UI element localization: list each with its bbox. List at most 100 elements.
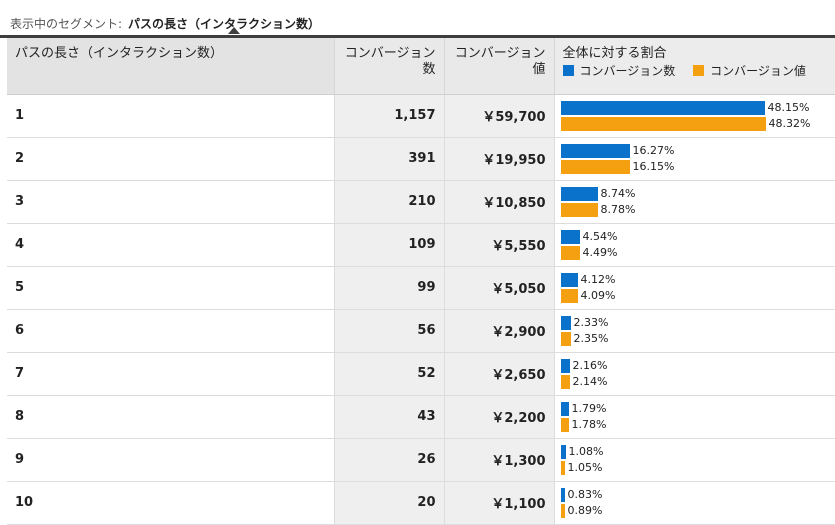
path-length-cell: 5 [7, 266, 334, 309]
conversions-share-percent: 1.79% [572, 402, 607, 415]
path-length-cell: 2 [7, 137, 334, 180]
value-share-bar [561, 246, 580, 260]
conversions-share-bar [561, 445, 566, 459]
header-share: 全体に対する割合 コンバージョン数 コンバージョン値 [554, 38, 835, 94]
conversion-value-cell: ￥19,950 [444, 137, 554, 180]
conversions-share-line: 4.54% [561, 229, 835, 244]
conversions-share-bar [561, 402, 569, 416]
conversions-share-percent: 2.16% [573, 359, 608, 372]
conversions-share-percent: 1.08% [569, 445, 604, 458]
value-share-bar [561, 117, 766, 131]
header-conversion-value[interactable]: コンバージョン値 [444, 38, 554, 94]
value-share-line: 1.78% [561, 417, 835, 432]
value-share-percent: 48.32% [769, 117, 811, 130]
segment-bar: 表示中のセグメント: パスの長さ（インタラクション数） [0, 0, 835, 38]
conversions-share-bar [561, 101, 765, 115]
conversions-cell: 391 [334, 137, 444, 180]
share-cell: 1.08% 1.05% [554, 438, 835, 481]
conversions-share-percent: 16.27% [633, 144, 675, 157]
value-share-line: 2.14% [561, 374, 835, 389]
path-length-cell: 7 [7, 352, 334, 395]
conversions-cell: 26 [334, 438, 444, 481]
share-cell: 4.12% 4.09% [554, 266, 835, 309]
share-cell: 2.16% 2.14% [554, 352, 835, 395]
value-share-bar [561, 504, 565, 518]
legend-value-swatch [693, 65, 704, 76]
value-share-line: 8.78% [561, 202, 835, 217]
share-cell: 16.27% 16.15% [554, 137, 835, 180]
conversions-cell: 99 [334, 266, 444, 309]
share-title: 全体に対する割合 [563, 46, 828, 62]
value-share-bar [561, 418, 569, 432]
value-share-line: 2.35% [561, 331, 835, 346]
value-share-line: 48.32% [561, 116, 835, 131]
conversions-cell: 56 [334, 309, 444, 352]
value-share-bar [561, 461, 565, 475]
legend-value-label: コンバージョン値 [710, 64, 806, 78]
conversions-share-percent: 0.83% [568, 488, 603, 501]
share-cell: 4.54% 4.49% [554, 223, 835, 266]
conversions-share-line: 1.79% [561, 401, 835, 416]
value-share-percent: 16.15% [633, 160, 675, 173]
value-share-percent: 2.14% [573, 375, 608, 388]
conversions-share-line: 0.83% [561, 487, 835, 502]
legend-conversions: コンバージョン数 [563, 64, 676, 78]
value-share-percent: 1.05% [568, 461, 603, 474]
conversions-share-bar [561, 359, 570, 373]
conversion-value-cell: ￥1,100 [444, 481, 554, 524]
path-length-cell: 3 [7, 180, 334, 223]
value-share-line: 0.89% [561, 503, 835, 518]
segment-label: 表示中のセグメント: [10, 15, 122, 32]
value-share-bar [561, 203, 598, 217]
path-length-table: パスの長さ（インタラクション数） コンバージョン数 コンバージョン値 全体に対す… [7, 38, 835, 525]
conversions-share-line: 2.33% [561, 315, 835, 330]
value-share-line: 4.49% [561, 245, 835, 260]
value-share-percent: 1.78% [572, 418, 607, 431]
conversions-cell: 210 [334, 180, 444, 223]
conversions-share-line: 8.74% [561, 186, 835, 201]
value-share-percent: 4.09% [581, 289, 616, 302]
conversions-share-percent: 8.74% [601, 187, 636, 200]
conversions-cell: 109 [334, 223, 444, 266]
value-share-line: 4.09% [561, 288, 835, 303]
conversions-share-percent: 4.12% [581, 273, 616, 286]
conversion-value-cell: ￥2,200 [444, 395, 554, 438]
conversions-cell: 20 [334, 481, 444, 524]
conversions-share-bar [561, 187, 598, 201]
path-length-cell: 8 [7, 395, 334, 438]
share-cell: 2.33% 2.35% [554, 309, 835, 352]
conversions-cell: 1,157 [334, 94, 444, 137]
value-share-percent: 2.35% [574, 332, 609, 345]
conversions-share-bar [561, 273, 578, 287]
value-share-percent: 4.49% [583, 246, 618, 259]
value-share-percent: 0.89% [568, 504, 603, 517]
value-share-line: 1.05% [561, 460, 835, 475]
value-share-bar [561, 332, 571, 346]
share-cell: 0.83% 0.89% [554, 481, 835, 524]
legend-conversions-label: コンバージョン数 [580, 64, 676, 78]
conversion-value-cell: ￥5,050 [444, 266, 554, 309]
conversions-share-line: 2.16% [561, 358, 835, 373]
value-share-line: 16.15% [561, 159, 835, 174]
path-length-cell: 9 [7, 438, 334, 481]
value-share-percent: 8.78% [601, 203, 636, 216]
path-length-cell: 6 [7, 309, 334, 352]
header-conversions[interactable]: コンバージョン数 [334, 38, 444, 94]
conversions-share-percent: 2.33% [574, 316, 609, 329]
share-cell: 8.74% 8.78% [554, 180, 835, 223]
segment-value[interactable]: パスの長さ（インタラクション数） [128, 15, 320, 32]
conversion-value-cell: ￥2,650 [444, 352, 554, 395]
conversions-share-line: 1.08% [561, 444, 835, 459]
legend-conversions-swatch [563, 65, 574, 76]
legend-value: コンバージョン値 [693, 64, 806, 78]
header-path-length[interactable]: パスの長さ（インタラクション数） [7, 38, 334, 94]
value-share-bar [561, 160, 630, 174]
